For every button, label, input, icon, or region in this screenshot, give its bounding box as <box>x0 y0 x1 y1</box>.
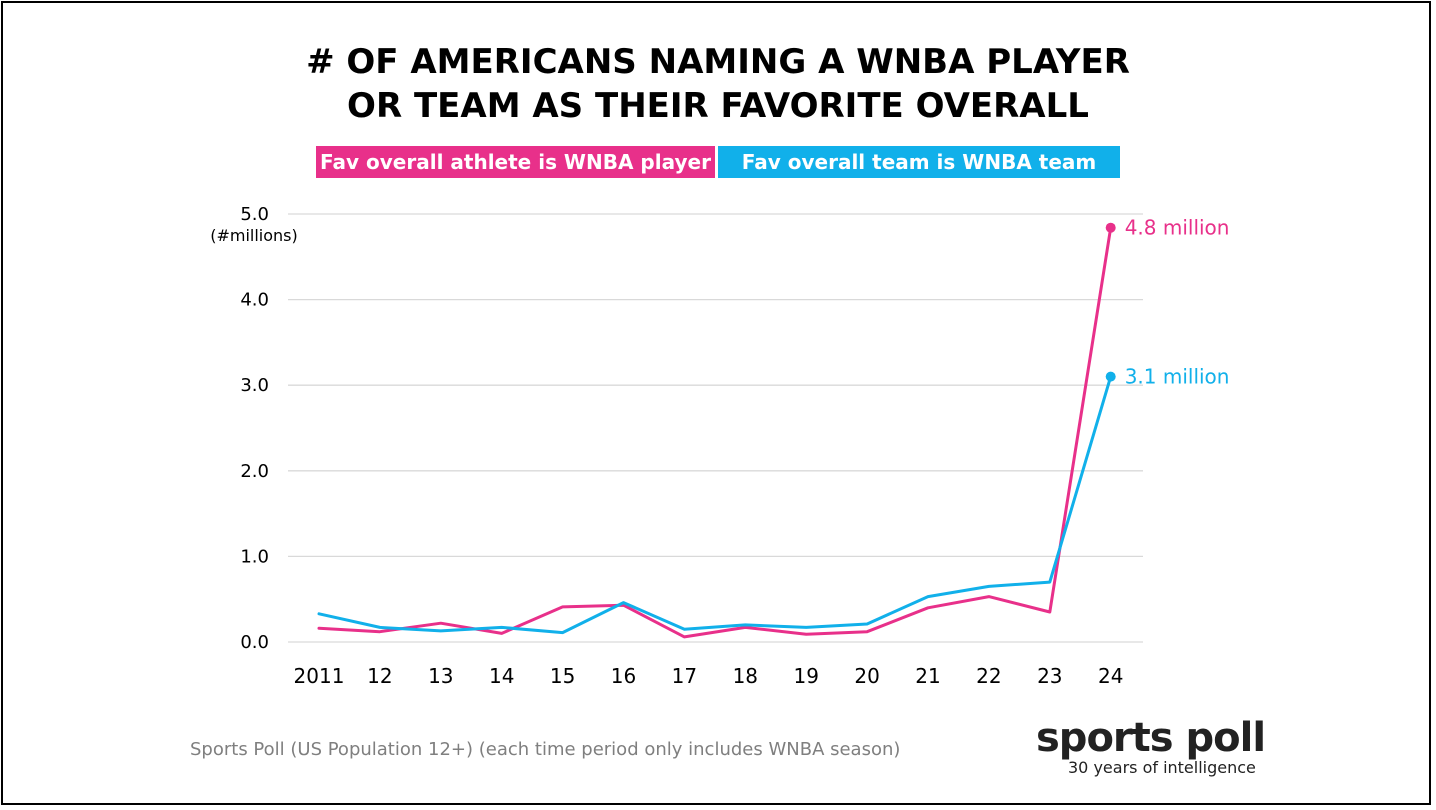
series-line-player <box>317 226 1113 639</box>
data-label-player: 4.8 million <box>1125 216 1230 240</box>
x-tick-label: 17 <box>672 664 697 688</box>
x-tick-label: 2011 <box>294 664 345 688</box>
y-tick-label: 5.0 <box>240 204 269 225</box>
legend-item-team: Fav overall team is WNBA team <box>718 146 1120 178</box>
source-note: Sports Poll (US Population 12+) (each ti… <box>190 739 901 760</box>
x-tick-label: 20 <box>854 664 879 688</box>
brand-tagline: 30 years of intelligence <box>1068 758 1256 777</box>
brand-logo: sports poll 30 years of intelligence <box>1036 715 1266 777</box>
chart-title: # OF AMERICANS NAMING A WNBA PLAYER OR T… <box>0 40 1436 128</box>
x-tick-label: 21 <box>915 664 940 688</box>
end-point-player <box>1105 222 1116 233</box>
y-axis-label: (#millions) <box>210 226 298 245</box>
chart-title-line-2: OR TEAM AS THEIR FAVORITE OVERALL <box>347 86 1089 126</box>
x-tick-label: 23 <box>1037 664 1062 688</box>
x-tick-label: 16 <box>611 664 636 688</box>
legend: Fav overall athlete is WNBA player Fav o… <box>316 146 1120 178</box>
brand-name: sports poll <box>1036 715 1266 761</box>
x-tick-label: 14 <box>489 664 514 688</box>
x-tick-label: 22 <box>976 664 1001 688</box>
y-tick-label: 0.0 <box>240 632 269 653</box>
x-tick-label: 18 <box>733 664 758 688</box>
data-label-team: 3.1 million <box>1125 365 1230 389</box>
x-tick-label: 24 <box>1098 664 1123 688</box>
y-tick-label: 1.0 <box>240 546 269 567</box>
x-tick-label: 19 <box>793 664 818 688</box>
y-tick-label: 2.0 <box>240 461 269 482</box>
x-tick-label: 15 <box>550 664 575 688</box>
x-tick-label: 12 <box>367 664 392 688</box>
series-line-team <box>317 375 1113 635</box>
y-tick-label: 4.0 <box>240 290 269 311</box>
end-point-team <box>1105 371 1116 382</box>
y-tick-label: 3.0 <box>240 375 269 396</box>
legend-item-player: Fav overall athlete is WNBA player <box>316 146 715 178</box>
chart-title-line-1: # OF AMERICANS NAMING A WNBA PLAYER <box>306 42 1130 82</box>
x-tick-label: 13 <box>428 664 453 688</box>
